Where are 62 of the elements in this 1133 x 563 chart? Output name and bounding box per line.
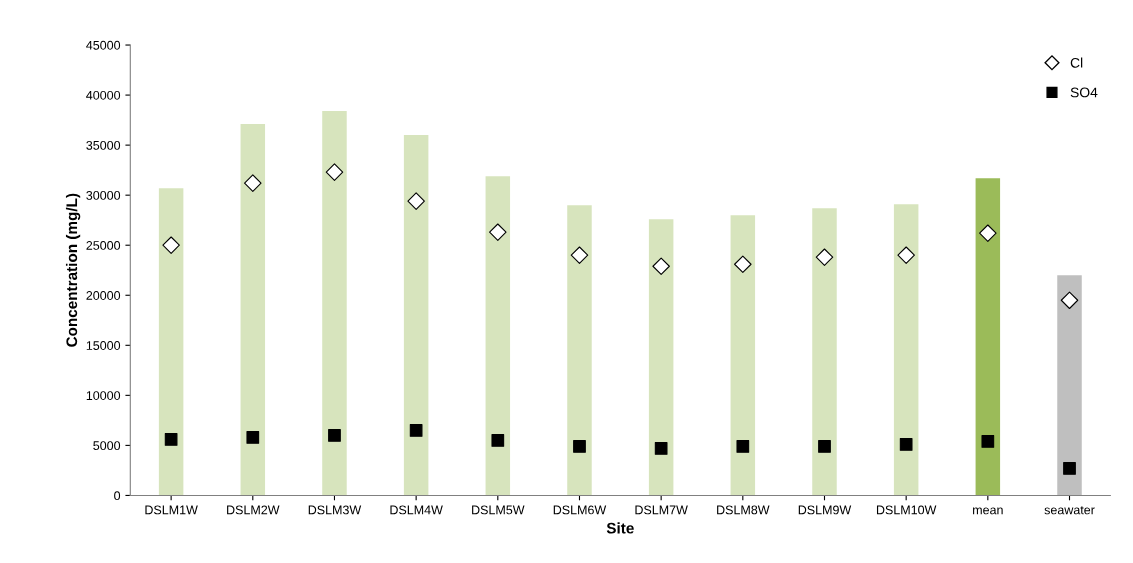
point: [570, 246, 589, 264]
y-tick-label: 20000: [86, 291, 121, 300]
x-tick-label: seawater: [1044, 506, 1095, 515]
bar: [322, 111, 347, 496]
bar: [567, 205, 592, 496]
x-tick-label: DSLM7W: [635, 505, 688, 515]
bar: [240, 124, 266, 496]
legend-label: SO4: [1070, 87, 1098, 98]
bar: [975, 178, 1001, 496]
bar: [730, 215, 756, 496]
point: [897, 246, 915, 264]
y-tick-label: 5000: [93, 441, 121, 451]
x-tick-label: DSLM8W: [717, 505, 770, 515]
point: [979, 224, 997, 242]
point: [164, 433, 178, 446]
y-tick-label: 30000: [86, 190, 121, 200]
point: [1060, 291, 1079, 310]
x-axis-title: Site: [606, 522, 634, 534]
bar: [158, 188, 184, 496]
point: [246, 431, 260, 444]
point: [652, 257, 670, 276]
bar: [485, 176, 511, 496]
y-axis-title: Concentration (mg/L): [65, 193, 81, 347]
point: [409, 424, 423, 437]
point: [491, 434, 505, 447]
point: [654, 442, 668, 455]
point: [162, 236, 180, 254]
x-tick-label: DSLM4W: [390, 505, 443, 515]
bar: [1057, 275, 1082, 496]
point: [736, 440, 750, 453]
point: [244, 174, 262, 192]
bar: [812, 208, 837, 496]
y-tick-label: 35000: [86, 140, 121, 150]
y-tick-label: 0: [114, 491, 121, 501]
point: [328, 429, 341, 442]
x-tick-label: DSLM10W: [876, 505, 937, 515]
point: [325, 163, 344, 181]
x-tick-label: DSLM5W: [472, 505, 525, 515]
x-tick-label: mean: [973, 507, 1003, 515]
point: [815, 248, 834, 266]
y-tick-label: 25000: [86, 241, 121, 250]
point: [818, 440, 831, 453]
point: [899, 438, 913, 451]
point: [407, 192, 425, 210]
y-tick-label: 10000: [86, 391, 121, 400]
x-tick-label: DSLM6W: [553, 505, 607, 515]
bar: [893, 204, 919, 496]
bar: [403, 135, 429, 496]
point: [734, 255, 752, 274]
y-tick-label: 45000: [86, 40, 121, 50]
x-tick-label: DSLM2W: [227, 505, 280, 515]
bar: [648, 219, 674, 496]
legend-label: Cl: [1070, 57, 1083, 68]
y-tick-label: 15000: [86, 341, 121, 350]
x-tick-label: DSLM1W: [145, 505, 198, 515]
point: [489, 223, 507, 241]
x-tick-label: DSLM9W: [798, 505, 852, 515]
x-tick-label: DSLM3W: [308, 505, 362, 515]
point: [573, 440, 586, 453]
point: [1063, 462, 1076, 475]
y-tick-label: 40000: [86, 90, 121, 100]
point: [981, 435, 995, 448]
